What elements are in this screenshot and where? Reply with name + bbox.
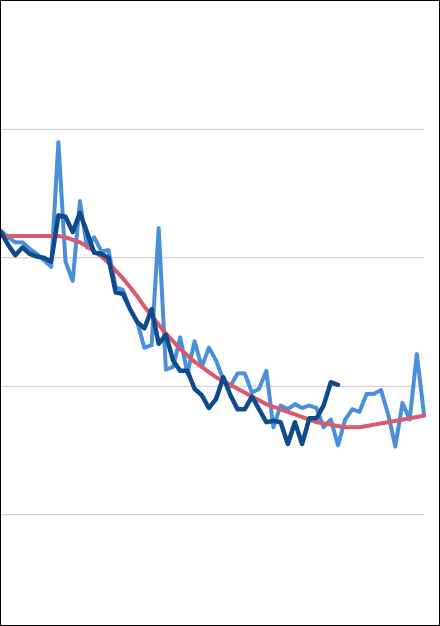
gridlines <box>1 128 424 516</box>
series-line-3 <box>1 210 341 447</box>
series-line-2 <box>1 234 426 430</box>
series-line-1 <box>1 140 426 449</box>
series-layer <box>1 140 426 449</box>
